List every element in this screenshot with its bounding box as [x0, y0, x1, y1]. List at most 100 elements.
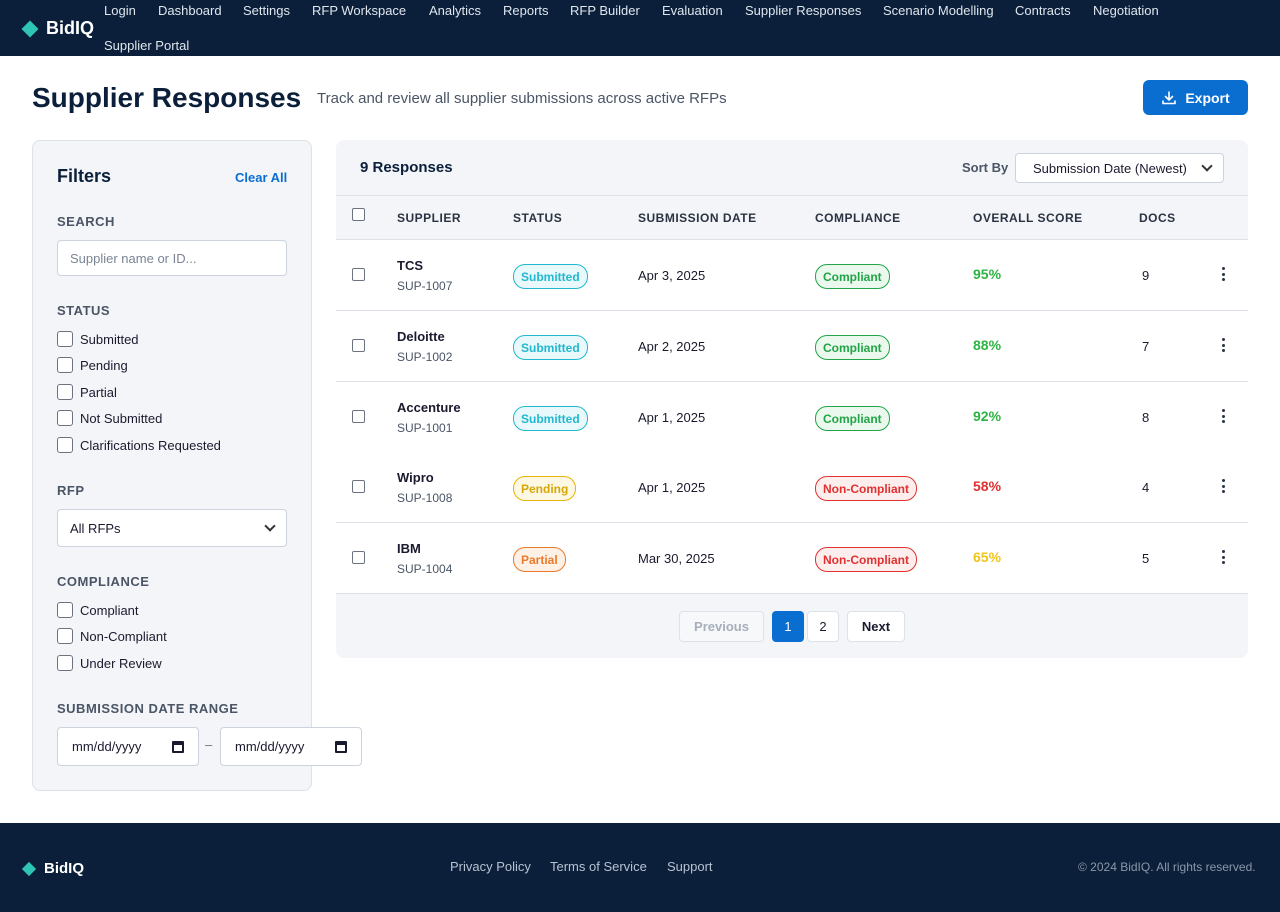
nav-item-scenario-modelling[interactable]: Scenario Modelling: [883, 3, 994, 18]
privacy-policy-link[interactable]: Privacy Policy: [450, 859, 531, 874]
status-option-pending[interactable]: Pending: [57, 357, 128, 373]
export-label: Export: [1185, 89, 1230, 106]
filters-title: Filters: [57, 166, 112, 186]
next-page-button[interactable]: Next: [847, 611, 905, 642]
nav-item-analytics[interactable]: Analytics: [429, 3, 482, 18]
status-label: STATUS: [57, 303, 111, 318]
checkbox[interactable]: [57, 384, 73, 400]
checkbox[interactable]: [57, 410, 73, 426]
nav-item-reports[interactable]: Reports: [503, 3, 549, 18]
search-label: SEARCH: [57, 214, 115, 229]
nav-item-evaluation[interactable]: Evaluation: [662, 3, 723, 18]
more-actions-icon[interactable]: [1222, 409, 1226, 423]
status-badge: Partial: [513, 547, 566, 572]
calendar-icon[interactable]: [335, 740, 347, 753]
checkbox[interactable]: [57, 357, 73, 373]
status-option-label: Submitted: [80, 331, 139, 347]
brand-logo[interactable]: BidIQ: [21, 18, 94, 39]
nav-item-login[interactable]: Login: [104, 3, 136, 18]
row-checkbox[interactable]: [352, 339, 365, 352]
date-to-input[interactable]: mm/dd/yyyy: [220, 727, 362, 766]
column-header-supplier[interactable]: SUPPLIER: [397, 211, 462, 225]
nav-item-negotiation[interactable]: Negotiation: [1093, 3, 1159, 18]
more-actions-icon[interactable]: [1222, 338, 1226, 352]
checkbox[interactable]: [57, 437, 73, 453]
compliance-option-under-review[interactable]: Under Review: [57, 655, 162, 671]
checkbox[interactable]: [57, 628, 73, 644]
date-from-value: mm/dd/yyyy: [72, 739, 142, 754]
supplier-id: SUP-1004: [397, 562, 453, 576]
diamond-logo-icon: [21, 20, 39, 37]
footer-brand: BidIQ: [21, 860, 84, 877]
date-from-input[interactable]: mm/dd/yyyy: [57, 727, 199, 766]
nav-item-supplier-responses[interactable]: Supplier Responses: [745, 3, 862, 18]
supplier-name[interactable]: TCS: [397, 258, 423, 273]
column-header-overall-score[interactable]: OVERALL SCORE: [973, 211, 1083, 225]
more-actions-icon[interactable]: [1222, 479, 1226, 493]
status-option-partial[interactable]: Partial: [57, 384, 117, 400]
page-1-button[interactable]: 1: [772, 611, 804, 642]
previous-page-button[interactable]: Previous: [679, 611, 764, 642]
nav-item-supplier-portal[interactable]: Supplier Portal: [104, 38, 190, 53]
supplier-id: SUP-1007: [397, 279, 453, 293]
compliance-option-compliant[interactable]: Compliant: [57, 602, 139, 618]
nav-item-settings[interactable]: Settings: [243, 3, 290, 18]
row-checkbox[interactable]: [352, 410, 365, 423]
table-row[interactable]: TCS SUP-1007 Submitted Apr 3, 2025 Compl…: [336, 240, 1248, 311]
table-row[interactable]: Wipro SUP-1008 Pending Apr 1, 2025 Non-C…: [336, 452, 1248, 523]
status-option-label: Partial: [80, 384, 117, 400]
sort-select[interactable]: Submission Date (Newest): [1015, 153, 1224, 183]
status-option-submitted[interactable]: Submitted: [57, 331, 139, 347]
row-checkbox[interactable]: [352, 551, 365, 564]
clear-all-link[interactable]: Clear All: [235, 170, 288, 185]
docs-count: 5: [1142, 551, 1150, 566]
supplier-id: SUP-1001: [397, 421, 453, 435]
supplier-name[interactable]: Accenture: [397, 400, 461, 415]
overall-score: 65%: [973, 549, 1002, 565]
column-header-status[interactable]: STATUS: [513, 211, 563, 225]
copyright: © 2024 BidIQ. All rights reserved.: [1078, 860, 1256, 874]
nav-item-dashboard[interactable]: Dashboard: [158, 3, 222, 18]
supplier-name[interactable]: Wipro: [397, 470, 434, 485]
supplier-name[interactable]: IBM: [397, 541, 421, 556]
rfp-select[interactable]: All RFPs: [57, 509, 287, 547]
support-link[interactable]: Support: [667, 859, 713, 874]
nav-item-contracts[interactable]: Contracts: [1015, 3, 1071, 18]
column-header-submission-date[interactable]: SUBMISSION DATE: [638, 211, 757, 225]
more-actions-icon[interactable]: [1222, 267, 1226, 281]
submission-date: Apr 1, 2025: [638, 480, 706, 495]
docs-count: 8: [1142, 410, 1150, 425]
status-option-label: Clarifications Requested: [80, 437, 221, 453]
supplier-id: SUP-1008: [397, 491, 453, 505]
select-all-checkbox[interactable]: [352, 208, 365, 221]
table-row[interactable]: Accenture SUP-1001 Submitted Apr 1, 2025…: [336, 382, 1248, 453]
checkbox[interactable]: [57, 602, 73, 618]
table-row[interactable]: Deloitte SUP-1002 Submitted Apr 2, 2025 …: [336, 311, 1248, 382]
row-checkbox[interactable]: [352, 480, 365, 493]
status-option-clarifications[interactable]: Clarifications Requested: [57, 437, 221, 453]
page-2-button[interactable]: 2: [807, 611, 839, 642]
sort-label: Sort By: [962, 160, 1009, 175]
column-header-compliance[interactable]: COMPLIANCE: [815, 211, 901, 225]
checkbox[interactable]: [57, 655, 73, 671]
terms-of-service-link[interactable]: Terms of Service: [550, 859, 647, 874]
submission-date: Mar 30, 2025: [638, 551, 715, 566]
table-row[interactable]: IBM SUP-1004 Partial Mar 30, 2025 Non-Co…: [336, 523, 1248, 594]
status-option-not-submitted[interactable]: Not Submitted: [57, 410, 162, 426]
overall-score: 92%: [973, 408, 1002, 424]
column-header-docs[interactable]: DOCS: [1139, 211, 1176, 225]
footer-brand-name: BidIQ: [44, 860, 84, 877]
calendar-icon[interactable]: [172, 740, 184, 753]
compliance-option-non-compliant[interactable]: Non-Compliant: [57, 628, 167, 644]
date-range-label: SUBMISSION DATE RANGE: [57, 701, 239, 716]
search-input[interactable]: [57, 240, 287, 276]
nav-item-rfp-builder[interactable]: RFP Builder: [570, 3, 640, 18]
more-actions-icon[interactable]: [1222, 550, 1226, 564]
row-checkbox[interactable]: [352, 268, 365, 281]
overall-score: 88%: [973, 337, 1002, 353]
export-button[interactable]: Export: [1143, 80, 1248, 115]
supplier-name[interactable]: Deloitte: [397, 329, 445, 344]
checkbox[interactable]: [57, 331, 73, 347]
diamond-logo-icon: [21, 861, 37, 876]
nav-item-rfp-workspace[interactable]: RFP Workspace: [312, 3, 407, 18]
